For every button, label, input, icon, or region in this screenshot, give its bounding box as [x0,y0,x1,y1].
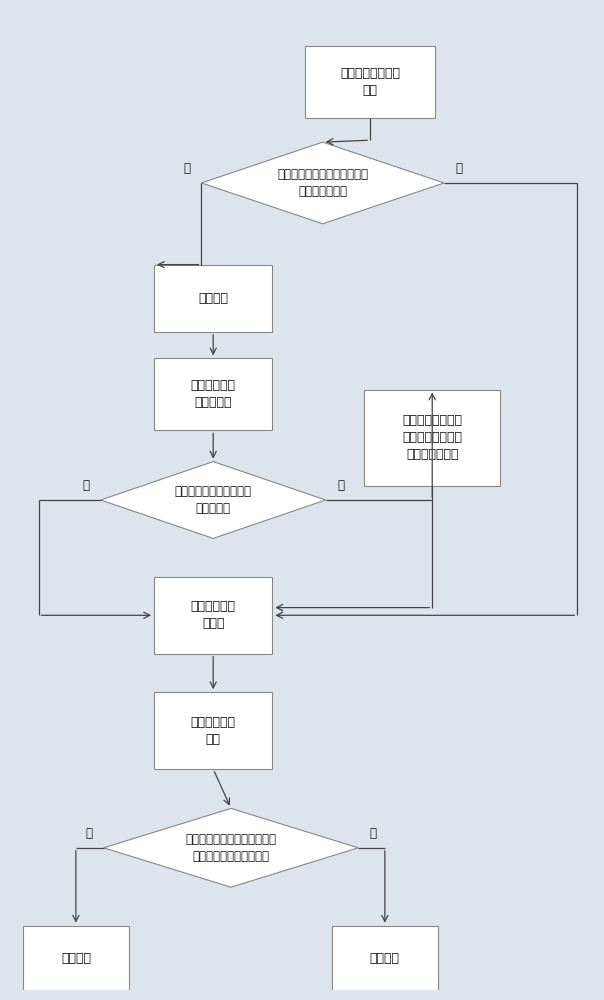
Text: 是: 是 [455,162,462,175]
Text: 判断烧结料中的含碳量与目标
含碳量是否一致: 判断烧结料中的含碳量与目标 含碳量是否一致 [277,168,368,198]
FancyBboxPatch shape [154,692,272,769]
Text: 进行常规的烧
结生产: 进行常规的烧 结生产 [191,600,236,630]
Text: 判断调节的用量是否在误
差范围之内: 判断调节的用量是否在误 差范围之内 [175,485,252,515]
Text: 保持生产: 保持生产 [61,952,91,965]
FancyBboxPatch shape [154,358,272,430]
Polygon shape [104,808,358,887]
Text: 否: 否 [183,162,190,175]
Text: 否: 否 [337,479,344,492]
Polygon shape [201,142,444,224]
Text: 获取工业需求
指标: 获取工业需求 指标 [191,716,236,746]
Text: 对烧结料进行理化
分析: 对烧结料进行理化 分析 [340,67,400,97]
FancyBboxPatch shape [22,926,129,991]
FancyBboxPatch shape [332,926,438,991]
Text: 否: 否 [370,827,376,840]
Text: 是: 是 [85,827,92,840]
Text: 是: 是 [83,479,89,492]
FancyBboxPatch shape [305,46,435,118]
FancyBboxPatch shape [154,577,272,654]
Text: 计算差值: 计算差值 [198,292,228,305]
FancyBboxPatch shape [154,265,272,332]
Text: 对烧结料的用量进
一步调整直至用量
在误差范围之内: 对烧结料的用量进 一步调整直至用量 在误差范围之内 [402,414,462,461]
FancyBboxPatch shape [364,390,500,486]
Text: 反馈调节: 反馈调节 [370,952,400,965]
Polygon shape [101,462,326,538]
Text: 对烧结料的用
量进行调节: 对烧结料的用 量进行调节 [191,379,236,409]
Text: 判断获取的工业需求指标与目
标工业需求指标是否一致: 判断获取的工业需求指标与目 标工业需求指标是否一致 [185,833,277,863]
